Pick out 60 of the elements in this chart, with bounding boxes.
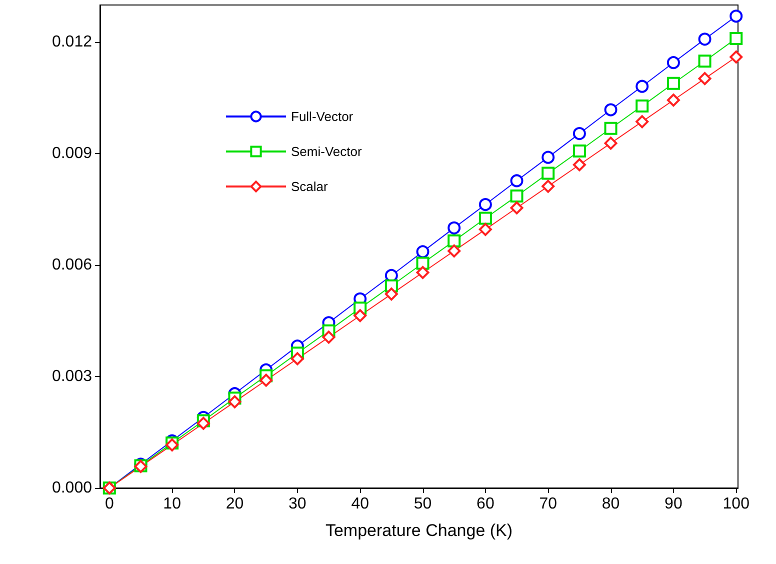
point xyxy=(698,54,712,68)
point xyxy=(478,212,492,225)
point xyxy=(542,166,555,180)
point xyxy=(730,32,743,45)
point xyxy=(448,234,461,248)
point xyxy=(416,256,430,270)
point xyxy=(572,144,586,158)
point xyxy=(636,100,649,113)
point xyxy=(572,158,586,172)
point xyxy=(510,189,524,202)
point xyxy=(196,416,210,430)
point xyxy=(730,10,743,23)
x-tick-label: 10 xyxy=(163,496,182,512)
point xyxy=(698,72,712,86)
x-tick-label: 90 xyxy=(664,496,682,512)
point xyxy=(478,198,492,212)
point xyxy=(542,180,555,193)
x-tick-label: 80 xyxy=(602,496,620,512)
point xyxy=(448,244,461,258)
point xyxy=(416,266,430,280)
point xyxy=(354,309,367,322)
y-tick-label: 0.006 xyxy=(52,256,92,274)
y-tick-label: 0.009 xyxy=(52,145,92,162)
point xyxy=(666,94,680,107)
x-tick-label: 60 xyxy=(476,496,494,512)
point xyxy=(604,103,618,116)
y-tick-label: 0.012 xyxy=(52,34,92,51)
point xyxy=(604,136,618,150)
x-tick-label: 100 xyxy=(722,496,750,512)
y-tick-label: 0.000 xyxy=(52,480,92,496)
point xyxy=(572,127,586,140)
point xyxy=(542,150,555,164)
point xyxy=(448,221,461,234)
point xyxy=(478,222,492,236)
legend-label: Scalar xyxy=(291,179,329,194)
point xyxy=(290,352,304,366)
point xyxy=(260,374,273,387)
point xyxy=(228,395,242,408)
y-tick-label: 0.003 xyxy=(52,368,92,386)
x-axis-title: Temperature Change (K) xyxy=(325,521,513,540)
x-tick-label: 0 xyxy=(104,496,114,512)
x-tick-label: 20 xyxy=(226,496,244,512)
point xyxy=(510,201,524,214)
point xyxy=(698,32,712,46)
point xyxy=(416,245,430,258)
point xyxy=(636,80,649,93)
point xyxy=(384,288,398,301)
x-tick-label: 50 xyxy=(414,496,432,512)
point xyxy=(666,56,680,70)
point xyxy=(604,122,618,135)
point xyxy=(666,76,680,90)
point xyxy=(636,115,649,128)
x-tick-label: 40 xyxy=(351,496,370,512)
point xyxy=(510,174,524,188)
legend-label: Semi-Vector xyxy=(291,144,362,159)
point xyxy=(322,330,336,344)
x-tick-label: 30 xyxy=(288,496,306,512)
point xyxy=(730,50,743,64)
legend-label: Full-Vector xyxy=(291,109,354,124)
x-tick-label: 70 xyxy=(539,496,558,512)
